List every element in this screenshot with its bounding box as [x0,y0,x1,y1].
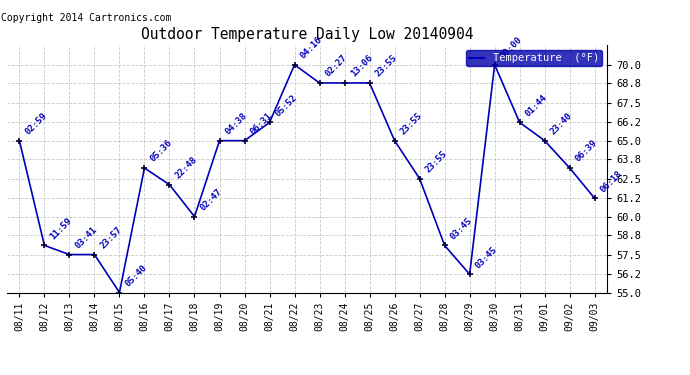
Text: 04:16: 04:16 [299,35,324,61]
Text: 13:06: 13:06 [348,53,374,79]
Text: 23:57: 23:57 [99,225,124,251]
Text: 04:38: 04:38 [224,111,249,136]
Text: 23:40: 23:40 [549,111,574,136]
Text: 06:31: 06:31 [248,111,274,136]
Text: 01:44: 01:44 [524,93,549,118]
Text: 05:36: 05:36 [148,138,174,164]
Text: 06:18: 06:18 [599,169,624,194]
Text: 11:59: 11:59 [48,216,74,241]
Text: 23:55: 23:55 [399,111,424,136]
Text: 05:40: 05:40 [124,263,149,288]
Text: 03:45: 03:45 [474,245,499,270]
Text: 22:48: 22:48 [174,155,199,180]
Text: 03:45: 03:45 [448,216,474,241]
Text: 23:55: 23:55 [424,149,449,174]
Text: 06:39: 06:39 [574,138,599,164]
Text: 23:55: 23:55 [374,53,399,79]
Text: 02:27: 02:27 [324,53,349,79]
Text: 00:00: 00:00 [499,35,524,61]
Text: 05:52: 05:52 [274,93,299,118]
Legend: Temperature  (°F): Temperature (°F) [466,50,602,66]
Text: 03:41: 03:41 [74,225,99,251]
Title: Outdoor Temperature Daily Low 20140904: Outdoor Temperature Daily Low 20140904 [141,27,473,42]
Text: Copyright 2014 Cartronics.com: Copyright 2014 Cartronics.com [1,13,171,23]
Text: 02:59: 02:59 [23,111,49,136]
Text: 02:47: 02:47 [199,187,224,212]
